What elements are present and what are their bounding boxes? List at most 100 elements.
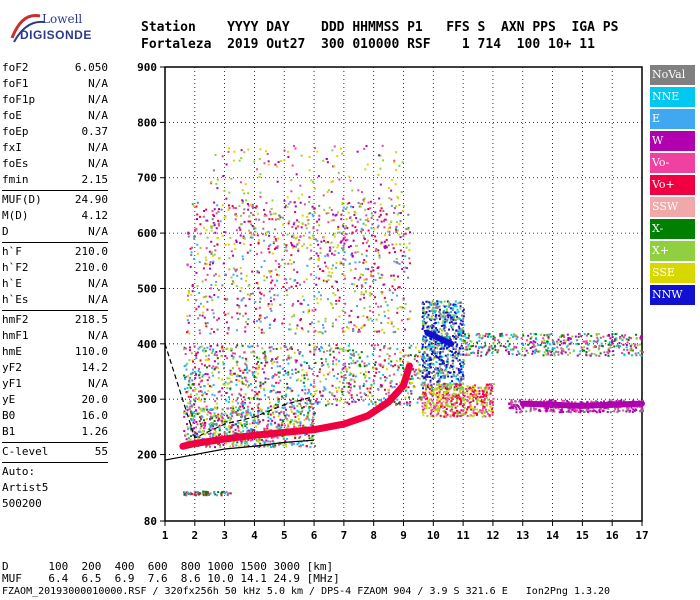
echo-dot: [385, 246, 388, 249]
echo-dot: [438, 352, 441, 355]
echo-dot: [414, 353, 417, 356]
echo-dot: [347, 327, 350, 330]
echo-dot: [546, 340, 549, 343]
echo-dot: [426, 345, 429, 348]
echo-dot: [299, 421, 302, 424]
echo-dot: [460, 314, 463, 317]
echo-dot: [259, 384, 262, 387]
echo-dot: [274, 444, 277, 447]
echo-dot: [225, 491, 228, 494]
echo-dot: [429, 375, 432, 378]
echo-dot: [245, 359, 248, 362]
echo-dot: [410, 390, 413, 393]
echo-dot: [572, 350, 575, 353]
echo-dot: [249, 411, 252, 414]
echo-dot: [300, 397, 303, 400]
echo-dot: [499, 344, 502, 347]
echo-dot: [416, 376, 419, 379]
echo-dot: [445, 383, 448, 386]
echo-dot: [324, 279, 327, 282]
echo-dot: [462, 364, 465, 367]
echo-dot: [428, 310, 431, 313]
echo-dot: [286, 233, 289, 236]
echo-dot: [266, 425, 269, 428]
echo-dot: [440, 395, 443, 398]
echo-dot: [236, 297, 239, 300]
echo-dot: [274, 212, 277, 215]
echo-dot: [404, 266, 407, 269]
echo-dot: [333, 232, 336, 235]
echo-dot: [618, 346, 621, 349]
echo-dot: [449, 401, 452, 404]
echo-dot: [432, 303, 435, 306]
echo-dot: [268, 245, 271, 248]
echo-dot: [269, 349, 272, 352]
polarization-legend: NoVal NNE E W Vo- Vo+ SSW X- X+ SSE NNW: [650, 65, 695, 307]
param-name: h`E: [2, 277, 22, 290]
echo-dot: [229, 347, 232, 350]
echo-dot: [197, 398, 200, 401]
echo-dot: [531, 352, 534, 355]
echo-dot: [183, 387, 186, 390]
echo-dot: [186, 491, 189, 494]
echo-dot: [398, 164, 401, 167]
echo-dot: [583, 349, 586, 352]
echo-dot: [381, 328, 384, 331]
echo-dot: [618, 400, 621, 403]
param-row: foF1p N/A: [2, 92, 108, 108]
echo-dot: [476, 412, 479, 415]
echo-dot: [609, 346, 612, 349]
echo-dot: [209, 348, 212, 351]
echo-dot: [235, 383, 238, 386]
echo-dot: [238, 355, 241, 358]
echo-dot: [236, 274, 239, 277]
echo-dot: [205, 445, 208, 448]
echo-dot: [282, 437, 285, 440]
echo-dot: [342, 244, 345, 247]
echo-dot: [205, 208, 208, 211]
echo-dot: [483, 389, 486, 392]
echo-dot: [346, 227, 349, 230]
echo-dot: [342, 364, 345, 367]
echo-dot: [290, 262, 293, 265]
echo-dot: [448, 396, 451, 399]
echo-dot: [272, 444, 275, 447]
echo-dot: [366, 355, 369, 358]
echo-dot: [374, 279, 377, 282]
echo-dot: [452, 413, 455, 416]
echo-dot: [408, 317, 411, 320]
echo-dot: [258, 357, 261, 360]
echo-dot: [461, 320, 464, 323]
echo-dot: [641, 335, 644, 338]
echo-dot: [299, 400, 302, 403]
echo-dot: [459, 338, 462, 341]
echo-dot: [310, 273, 313, 276]
echo-dot: [268, 218, 271, 221]
echo-dot: [295, 237, 298, 240]
echo-dot: [309, 406, 312, 409]
echo-dot: [220, 412, 223, 415]
echo-dot: [341, 349, 344, 352]
echo-dot: [312, 215, 315, 218]
echo-dot: [401, 364, 404, 367]
echo-dot: [413, 373, 416, 376]
echo-dot: [325, 349, 328, 352]
echo-dot: [294, 211, 297, 214]
echo-dot: [431, 408, 434, 411]
echo-dot: [427, 316, 430, 319]
echo-dot: [239, 415, 242, 418]
echo-dot: [260, 265, 263, 268]
echo-dot: [338, 296, 341, 299]
echo-dot: [619, 336, 622, 339]
echo-dot: [490, 344, 493, 347]
echo-dot: [183, 412, 186, 415]
echo-dot: [228, 445, 231, 448]
echo-dot: [301, 389, 304, 392]
echo-dot: [210, 385, 213, 388]
echo-dot: [425, 360, 428, 363]
echo-dot: [478, 392, 481, 395]
echo-dot: [426, 385, 429, 388]
echo-dot: [399, 364, 402, 367]
echo-dot: [297, 378, 300, 381]
echo-dot: [276, 396, 279, 399]
